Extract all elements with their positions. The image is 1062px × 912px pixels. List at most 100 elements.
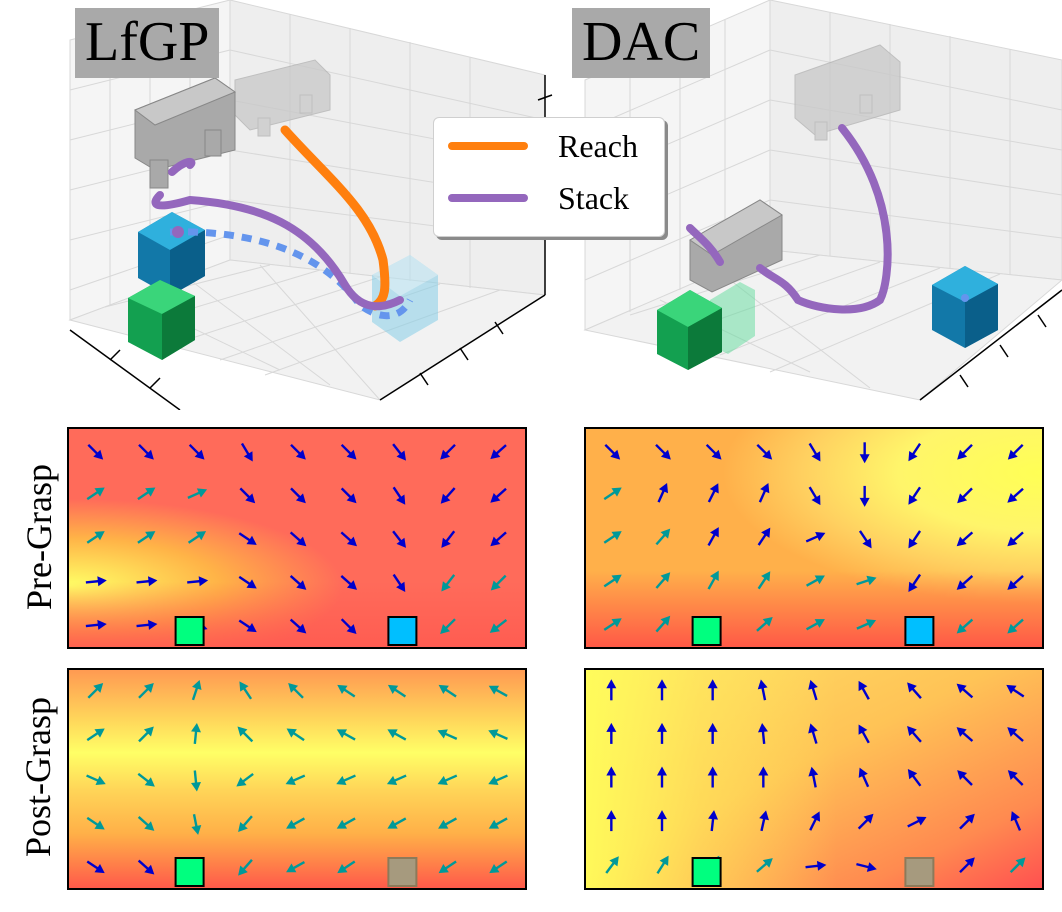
field-arrow [238,575,257,589]
field-arrow [286,861,306,873]
dac-pre-grasp-field [584,427,1044,649]
field-arrow [438,860,457,874]
dac-3d-scene [583,0,1062,401]
field-arrow [907,769,922,787]
field-arrow [285,774,306,785]
blue-block [387,616,418,646]
ghost-block [387,857,418,887]
field-arrow [908,486,922,505]
field-arrow [808,486,821,506]
field-arrow [808,442,821,462]
field-arrow [392,443,407,461]
field-arrow [187,531,207,544]
field-arrow [488,774,508,785]
field-arrow [340,531,358,547]
dac-title: DAC [572,8,711,78]
field-arrow [655,572,671,589]
field-arrow [708,810,719,832]
field-arrow [707,527,719,547]
field-arrow [239,681,253,700]
field-arrow [136,576,158,587]
field-arrow [858,530,872,549]
field-arrow [758,722,768,744]
field-arrow [805,860,827,871]
field-arrow [907,725,922,743]
lfgp-post-grasp-vectors [86,679,508,887]
field-arrow [858,680,870,700]
field-arrow [956,575,974,590]
field-arrow [859,485,870,507]
field-arrow [1007,618,1024,634]
field-arrow [757,571,771,590]
field-arrow [238,859,253,876]
field-arrow [387,817,407,829]
field-arrow [340,618,357,635]
field-arrow [392,573,406,593]
legend-swatch-reach [448,142,528,150]
field-arrow [340,487,357,504]
field-arrow [707,722,718,744]
field-arrow [138,682,154,699]
field-arrow [86,860,105,874]
field-arrow [606,679,617,701]
field-arrow [489,619,508,633]
field-arrow [908,530,922,549]
row-label-post-grasp: Post-Grasp [18,697,58,857]
field-arrow [289,575,307,590]
field-arrow [437,729,458,740]
field-arrow [340,443,357,460]
blue-block [904,616,935,646]
field-arrow [655,615,671,633]
field-arrow [187,488,208,499]
field-arrow [289,531,307,547]
field-arrow [657,810,667,832]
field-arrow [808,766,819,788]
field-arrow [392,530,407,548]
field-arrow [707,570,719,590]
field-arrow [290,443,306,460]
field-arrow [805,532,826,543]
field-arrow [808,723,818,744]
green-block [691,616,722,646]
field-arrow [441,530,456,548]
field-arrow [657,679,667,701]
field-arrow [1010,811,1022,831]
row-label-pre-grasp: Pre-Grasp [19,464,59,610]
field-arrow [759,810,769,832]
field-arrow [856,575,877,586]
lfgp-pre-grasp-field [67,427,527,649]
legend-label-stack: Stack [558,179,630,216]
field-arrow [489,860,508,874]
field-arrow [337,684,356,698]
field-arrow [237,726,254,743]
field-arrow [137,816,155,831]
field-arrow [289,618,307,634]
field-arrow [605,856,619,874]
field-arrow [956,683,974,699]
field-arrow [859,442,870,464]
legend-label-reach: Reach [558,127,638,164]
field-arrow [86,487,105,501]
field-arrow [136,619,158,630]
field-arrow [856,862,877,872]
field-arrow [191,770,201,792]
field-arrow [238,815,253,833]
field-arrow [606,810,617,832]
field-arrow [87,443,104,460]
legend-entry-reach: Reach [448,126,638,166]
green-block [174,616,205,646]
field-arrow [137,772,155,787]
field-arrow [908,573,922,593]
field-arrow [757,679,768,701]
field-arrow [387,684,407,698]
field-arrow [286,817,306,829]
field-arrow [907,816,927,828]
field-arrow [490,531,507,547]
field-arrow [437,774,458,785]
field-arrow [286,728,305,742]
field-arrow [337,860,356,874]
field-arrow [187,576,209,587]
field-arrow [756,858,773,873]
field-arrow [907,682,922,699]
field-arrow [707,679,718,701]
